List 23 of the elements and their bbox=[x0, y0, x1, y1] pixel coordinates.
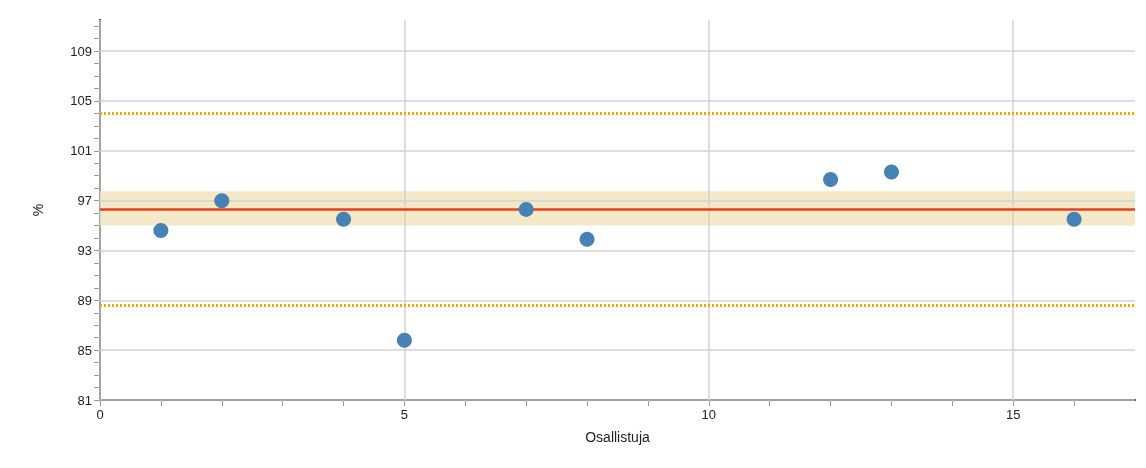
y-axis-title: % bbox=[30, 203, 46, 217]
point bbox=[883, 164, 899, 180]
point bbox=[396, 332, 412, 348]
point bbox=[153, 223, 169, 239]
y-tick-label: 93 bbox=[77, 242, 92, 258]
y-tick-label: 109 bbox=[70, 43, 92, 59]
point bbox=[823, 171, 839, 187]
y-tick-label: 105 bbox=[70, 93, 92, 109]
y-tick-label: 85 bbox=[77, 342, 92, 358]
y-tick-label: 101 bbox=[70, 143, 92, 159]
y-tick-label: 89 bbox=[77, 292, 92, 308]
x-axis-title: Osallistuja bbox=[585, 429, 650, 445]
y-tick-label: 97 bbox=[77, 193, 92, 209]
point bbox=[336, 211, 352, 227]
x-tick-label: 15 bbox=[1006, 407, 1021, 422]
x-tick-label: 0 bbox=[96, 407, 104, 422]
point bbox=[214, 193, 230, 209]
point bbox=[518, 201, 534, 217]
x-tick-label: 10 bbox=[701, 407, 717, 422]
y-tick-label: 81 bbox=[77, 392, 92, 408]
point bbox=[579, 231, 595, 247]
x-tick-label: 5 bbox=[400, 407, 409, 422]
point bbox=[1066, 211, 1082, 227]
